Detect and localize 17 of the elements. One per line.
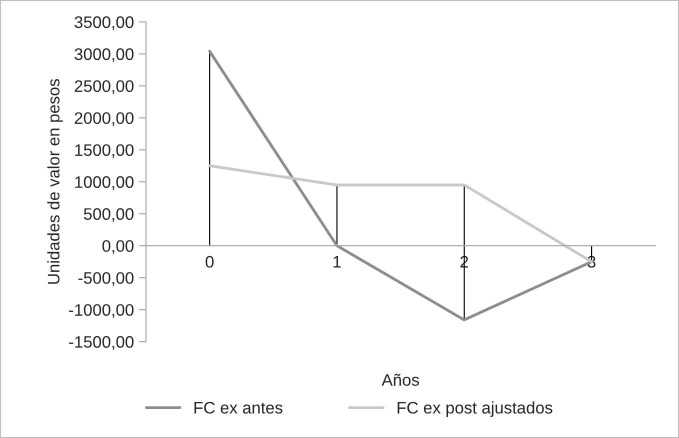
y-tick-label: 0,00 — [102, 240, 134, 254]
y-tick-label: 2500,00 — [74, 80, 134, 94]
legend-label: FC ex post ajustados — [398, 401, 552, 417]
x-tick-label: 0 — [206, 256, 214, 268]
legend-label: FC ex antes — [194, 402, 282, 414]
y-tick-label: -500,00 — [78, 272, 134, 286]
y-tick-label: -1500,00 — [69, 336, 134, 350]
y-tick-label: 3000,00 — [74, 48, 134, 62]
y-tick-label: -1000,00 — [69, 304, 134, 318]
x-tick-label: 1 — [334, 256, 341, 268]
y-tick-label: 2000,00 — [74, 112, 134, 126]
x-axis-title: Años — [382, 374, 420, 386]
y-tick-label: 1500,00 — [75, 144, 134, 158]
y-tick-label: 1000,00 — [75, 176, 134, 190]
y-axis-title: Unidades de valor en pesos — [47, 79, 63, 284]
y-tick-label: 500,00 — [84, 208, 134, 222]
y-tick-label: 3500,00 — [74, 16, 134, 30]
